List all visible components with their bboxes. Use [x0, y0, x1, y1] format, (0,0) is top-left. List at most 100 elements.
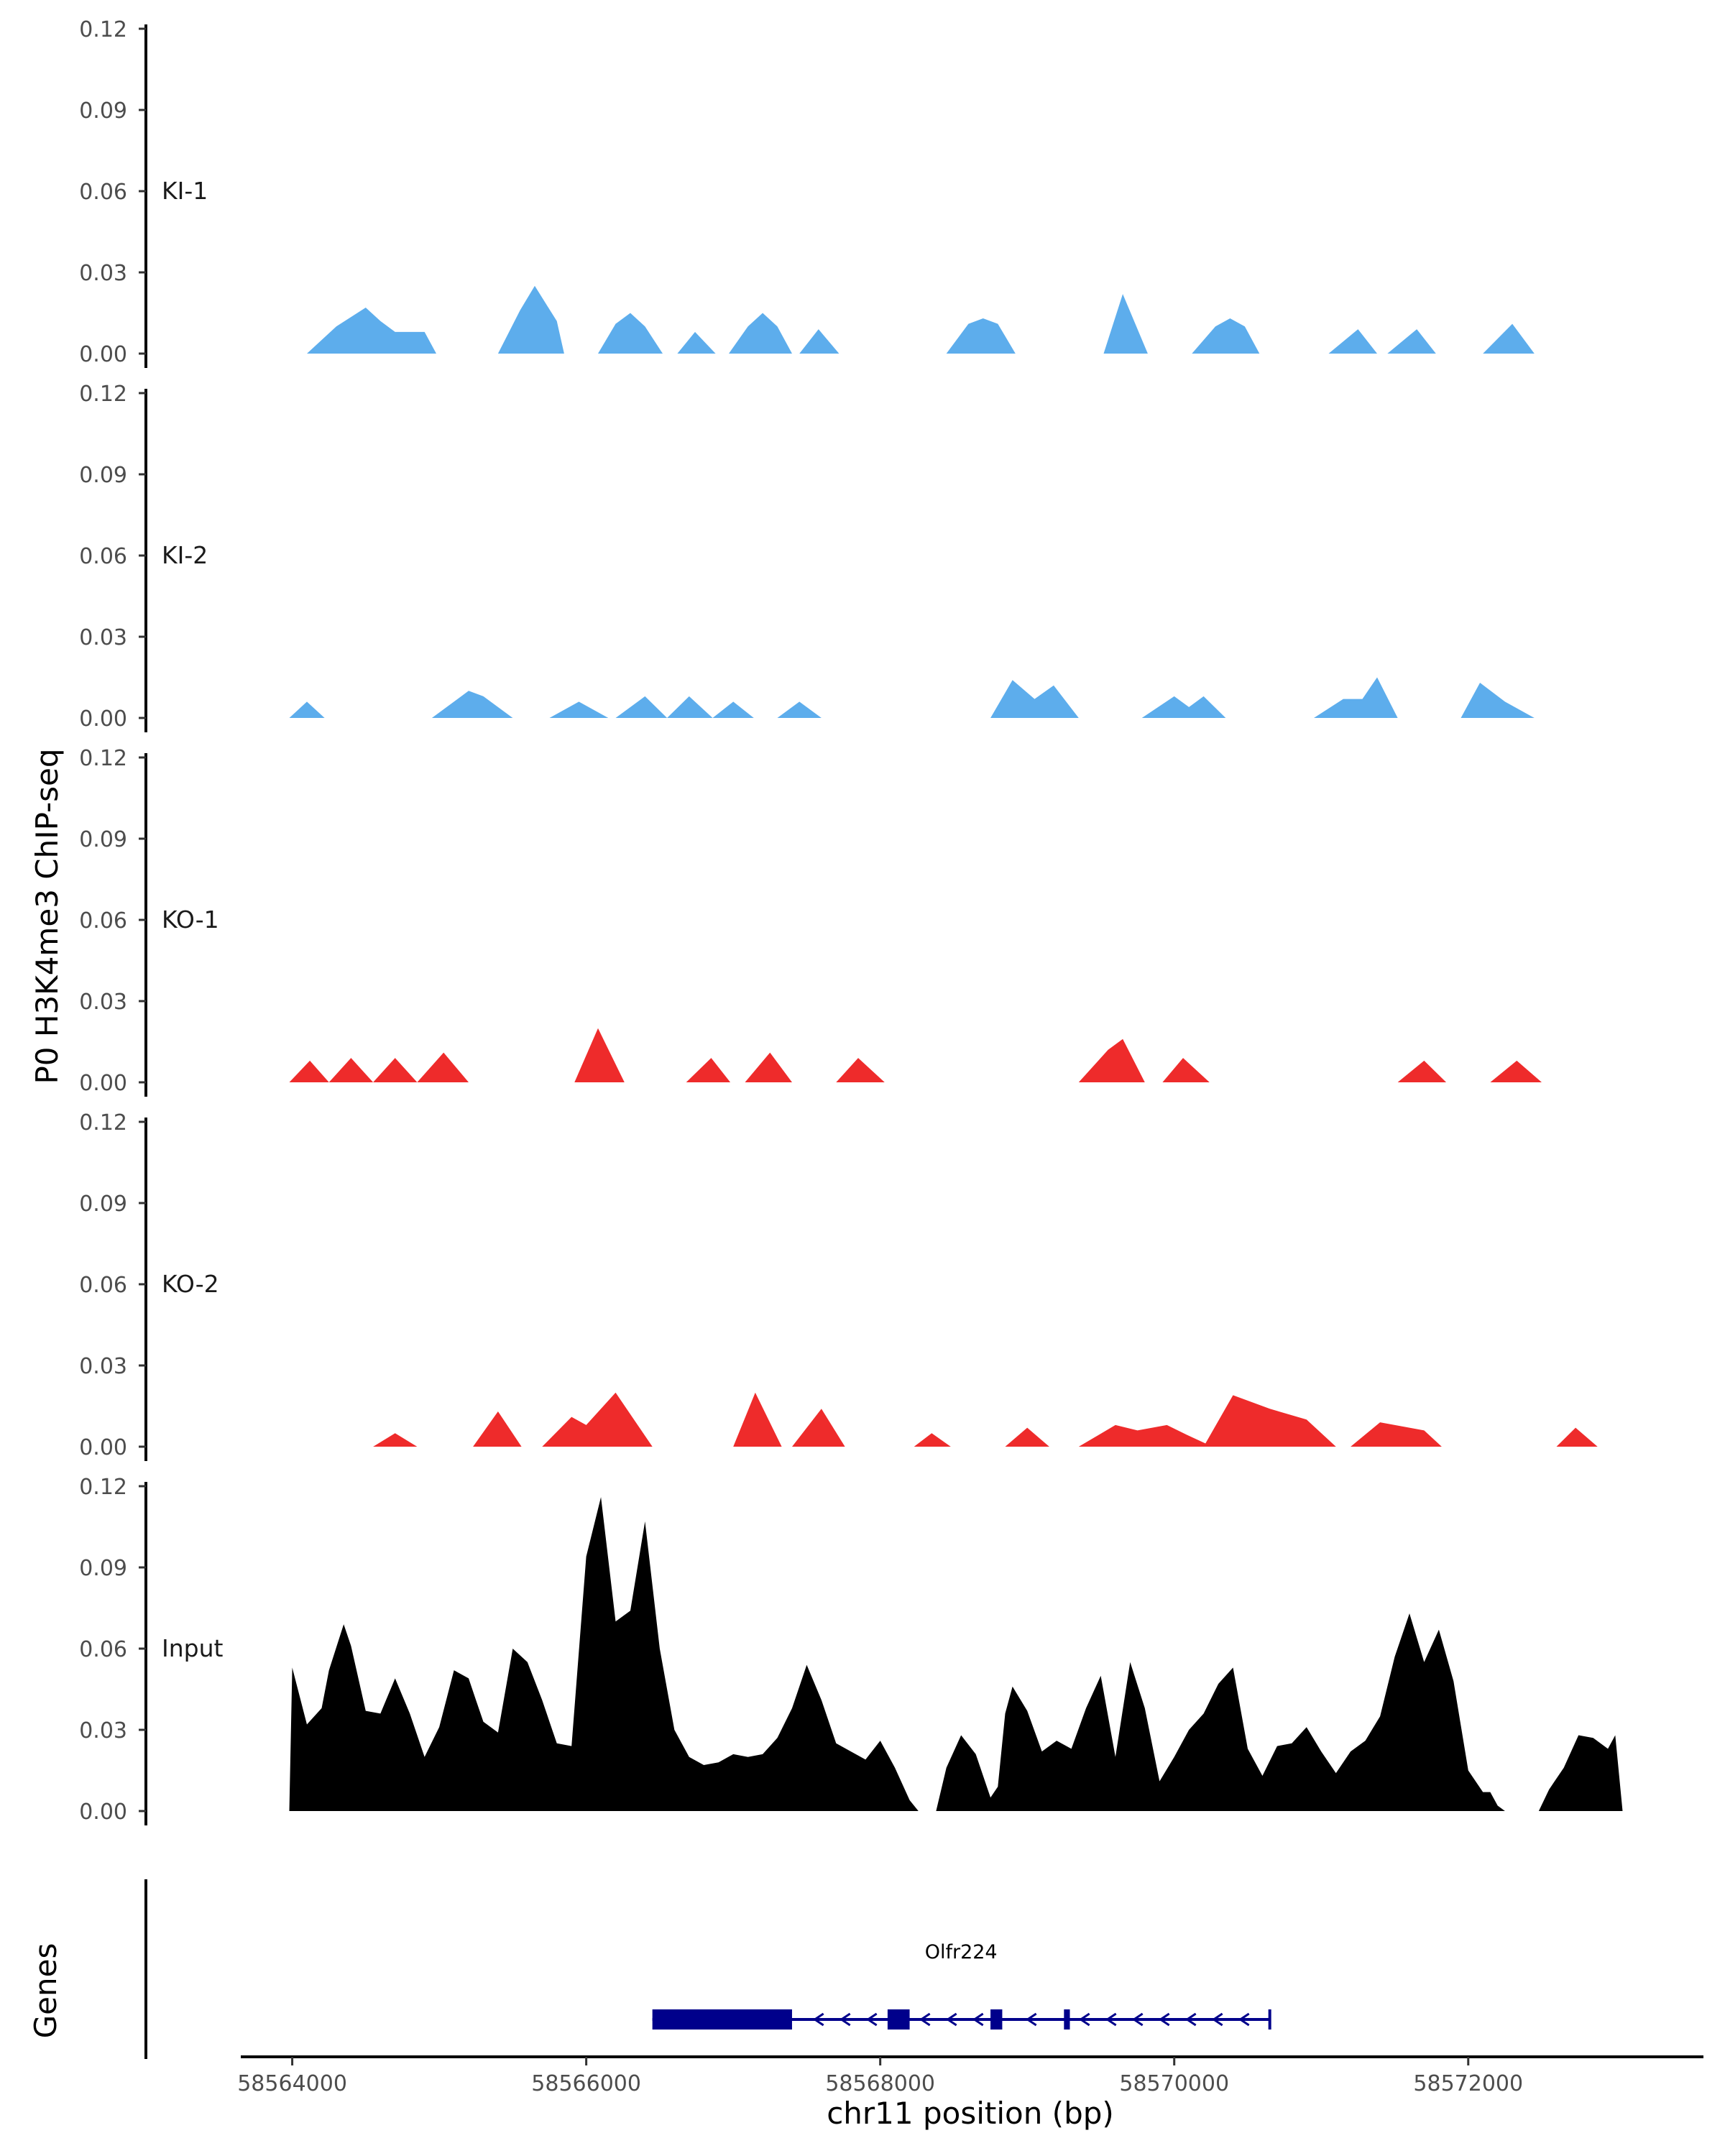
signal-peak: [799, 329, 840, 354]
x-tick-label: 58572000: [1413, 2071, 1523, 2096]
signal-peak: [373, 1058, 418, 1082]
gene-olfr224: Olfr224: [652, 1941, 1271, 2030]
signal-peak: [914, 1433, 951, 1447]
gene-exon: [1064, 2009, 1070, 2030]
x-tick-label: 58568000: [825, 2071, 935, 2096]
signal-peak: [497, 285, 564, 354]
signal-peak: [1490, 1060, 1542, 1082]
y-tick-label: 0.06: [79, 544, 127, 569]
gene-exon: [990, 2009, 1003, 2030]
signal-peak: [289, 1497, 919, 1811]
signal-peak: [686, 1058, 731, 1082]
strand-arrow: [839, 2012, 851, 2027]
track-label: KO-1: [162, 906, 219, 934]
y-tick-label: 0.00: [79, 706, 127, 732]
strand-arrow: [865, 2012, 878, 2027]
signal-peak: [1351, 1422, 1442, 1447]
signal-peak: [1141, 696, 1226, 718]
signal-peak: [1556, 1427, 1598, 1447]
y-tick-label: 0.12: [79, 17, 127, 42]
strand-arrow: [919, 2012, 931, 2027]
signal-peak: [729, 313, 792, 354]
strand-arrow: [1078, 2012, 1090, 2027]
signal-peak: [1162, 1058, 1210, 1082]
track-label: KI-1: [162, 177, 208, 205]
tracks: 0.00 0.03 0.06 0.09 0.12 KI-1 0.00 0.03 0.06 0.09…: [79, 17, 1623, 1825]
y-axis-title: P0 H3K4me3 ChIP-seq: [29, 748, 65, 1084]
y-tick-label: 0.09: [79, 1556, 127, 1581]
strand-arrow: [945, 2012, 957, 2027]
signal-peak: [1078, 1424, 1213, 1447]
y-tick-label: 0.09: [79, 827, 127, 852]
y-tick-label: 0.06: [79, 908, 127, 934]
y-tick-label: 0.00: [79, 1071, 127, 1096]
strand-arrow: [1184, 2012, 1197, 2027]
track-label: KI-2: [162, 541, 208, 569]
gene-exon: [887, 2009, 910, 2030]
signal-peak: [836, 1058, 885, 1082]
x-tick-label: 58564000: [237, 2071, 347, 2096]
signal-peak: [373, 1433, 418, 1447]
signal-peak: [1005, 1427, 1049, 1447]
signal-peak: [792, 1409, 845, 1447]
signal-peak: [1203, 1395, 1336, 1447]
signal-peak: [473, 1411, 522, 1447]
signal-peak: [431, 691, 513, 718]
track-ko-1: 0.00 0.03 0.06 0.09 0.12 KO-1: [79, 746, 1542, 1097]
track-ki-1: 0.00 0.03 0.06 0.09 0.12 KI-1: [79, 17, 1535, 368]
gene-label: Olfr224: [925, 1941, 998, 1963]
signal-peak: [1328, 329, 1377, 354]
x-tick-label: 58566000: [531, 2071, 641, 2096]
signal-peak: [1314, 677, 1398, 718]
signal-peak: [1483, 323, 1535, 354]
signal-peak: [745, 1052, 792, 1082]
y-tick-label: 0.09: [79, 463, 127, 488]
y-tick-label: 0.12: [79, 1475, 127, 1500]
strand-arrow: [1105, 2012, 1117, 2027]
y-tick-label: 0.12: [79, 1110, 127, 1135]
signal-peak: [1103, 294, 1148, 354]
strand-arrow: [1131, 2012, 1144, 2027]
signal-peak: [598, 313, 663, 354]
x-axis-title: chr11 position (bp): [827, 2096, 1114, 2131]
signal-peak: [677, 331, 716, 354]
y-tick-label: 0.06: [79, 180, 127, 205]
track-input: 0.00 0.03 0.06 0.09 0.12 Input: [79, 1475, 1623, 1825]
gene-exon: [652, 2009, 792, 2030]
strand-arrow: [812, 2012, 824, 2027]
y-tick-label: 0.03: [79, 990, 127, 1015]
y-tick-label: 0.06: [79, 1273, 127, 1298]
x-axis: 58564000 58566000 58568000 58570000 58572000: [237, 2055, 1703, 2096]
gene-track: Olfr224: [144, 1879, 1271, 2059]
signal-peak: [1460, 683, 1535, 718]
strand-arrow: [972, 2012, 984, 2027]
signal-peak: [777, 701, 822, 718]
strand-arrow: [1238, 2012, 1250, 2027]
signal-peak: [936, 1613, 1505, 1811]
strand-arrow: [1211, 2012, 1223, 2027]
y-tick-label: 0.09: [79, 98, 127, 124]
signal-peak: [574, 1028, 625, 1082]
signal-peak: [1078, 1038, 1145, 1082]
signal-peak: [1538, 1735, 1623, 1811]
y-tick-label: 0.09: [79, 1192, 127, 1217]
signal-peak: [946, 318, 1016, 354]
gene-track-title: Genes: [28, 1943, 63, 2039]
y-tick-label: 0.03: [79, 1718, 127, 1743]
track-ki-2: 0.00 0.03 0.06 0.09 0.12 KI-2: [79, 382, 1535, 732]
signal-peak: [733, 1392, 782, 1447]
y-tick-label: 0.03: [79, 625, 127, 650]
signal-peak: [328, 1058, 374, 1082]
signal-peak: [417, 1052, 469, 1082]
signal-peak: [549, 701, 609, 718]
signal-peak: [712, 701, 754, 718]
strand-arrow: [1158, 2012, 1170, 2027]
track-label: KO-2: [162, 1270, 219, 1298]
track-ko-2: 0.00 0.03 0.06 0.09 0.12 KO-2: [79, 1110, 1598, 1461]
signal-peak: [1397, 1060, 1447, 1082]
y-tick-label: 0.12: [79, 382, 127, 407]
y-tick-label: 0.03: [79, 261, 127, 286]
signal-peak: [1192, 318, 1260, 354]
signal-peak: [615, 696, 668, 718]
